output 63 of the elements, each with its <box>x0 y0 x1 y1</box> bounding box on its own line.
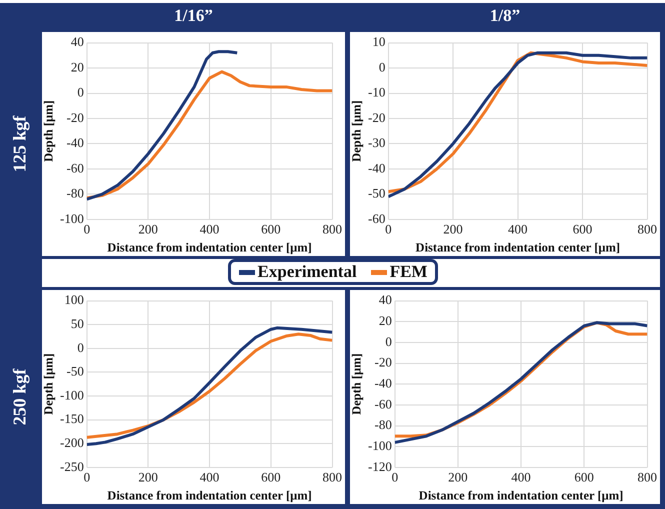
chart-title: 1/16” <box>173 6 214 26</box>
text: 250 kgf <box>10 368 30 426</box>
y-tick-label: -40 <box>66 135 84 150</box>
y-tick-label: -60 <box>374 396 392 412</box>
y-tick-label: 50 <box>70 316 84 332</box>
y-tick-label: -120 <box>368 458 392 474</box>
text: 125 kgf <box>10 116 30 172</box>
chart-title: 1/8” <box>488 6 522 26</box>
y-tick-label: -100 <box>60 210 84 226</box>
y-tick-label: 40 <box>70 34 84 50</box>
legend-label: Experimental <box>258 262 357 282</box>
y-tick-label: -200 <box>60 435 84 450</box>
y-tick-label: 20 <box>70 59 84 74</box>
y-tick-label: -40 <box>374 376 392 391</box>
y-axis-title: Depth [μm] <box>42 353 56 415</box>
y-tick-label: 0 <box>77 340 84 355</box>
y-tick-label: -20 <box>66 110 84 125</box>
y-tick-label: -80 <box>374 417 392 432</box>
y-tick-label: -250 <box>60 458 84 474</box>
y-axis-title: Depth [μm] <box>350 353 364 415</box>
x-tick-label: 200 <box>138 222 158 237</box>
x-tick-label: 400 <box>200 470 220 485</box>
y-tick-label: -60 <box>368 210 386 226</box>
x-tick-label: 600 <box>572 222 592 237</box>
y-axis-title: Depth [μm] <box>350 100 364 162</box>
x-tick-label: 800 <box>638 222 657 237</box>
x-axis-title: Distance from indentation center [μm] <box>416 240 620 255</box>
x-axis-title: Distance from indentation center [μm] <box>418 488 624 503</box>
x-tick-label: 600 <box>261 470 281 485</box>
legend-label: FEM <box>390 262 428 282</box>
x-tick-label: 400 <box>508 222 528 237</box>
y-tick-label: -50 <box>66 364 84 379</box>
y-tick-label: -50 <box>368 186 386 201</box>
x-tick-label: 400 <box>200 222 220 237</box>
y-tick-label: 40 <box>378 292 392 308</box>
y-tick-label: 20 <box>378 313 392 328</box>
x-tick-label: 600 <box>261 222 281 237</box>
x-tick-label: 200 <box>443 222 463 237</box>
x-tick-label: 200 <box>138 470 158 485</box>
y-tick-label: -20 <box>368 110 386 125</box>
y-tick-label: -150 <box>60 411 84 426</box>
y-tick-label: -100 <box>368 438 392 453</box>
x-tick-label: 400 <box>511 470 531 485</box>
x-tick-label: 800 <box>322 222 342 237</box>
y-tick-label: -20 <box>374 354 392 370</box>
y-axis-title: Depth [μm] <box>42 100 56 162</box>
x-axis-title: Distance from indentation center [μm] <box>107 240 312 255</box>
x-tick-label: 200 <box>448 470 468 485</box>
x-tick-label: 800 <box>638 470 657 485</box>
y-tick-label: -60 <box>66 160 84 176</box>
y-tick-label: 100 <box>64 292 84 308</box>
y-tick-label: 0 <box>378 59 386 74</box>
y-tick-label: -30 <box>368 135 386 150</box>
y-tick-label: 0 <box>385 334 392 349</box>
y-tick-label: -40 <box>368 160 386 176</box>
y-tick-label: 0 <box>77 84 84 100</box>
x-axis-title: Distance from indentation center [μm] <box>107 488 312 503</box>
x-tick-label: 800 <box>322 470 342 485</box>
y-tick-label: -10 <box>368 84 386 100</box>
y-tick-label: 10 <box>372 34 386 50</box>
y-tick-label: -100 <box>60 387 84 402</box>
y-tick-label: -80 <box>66 186 84 201</box>
x-tick-label: 600 <box>574 470 594 485</box>
